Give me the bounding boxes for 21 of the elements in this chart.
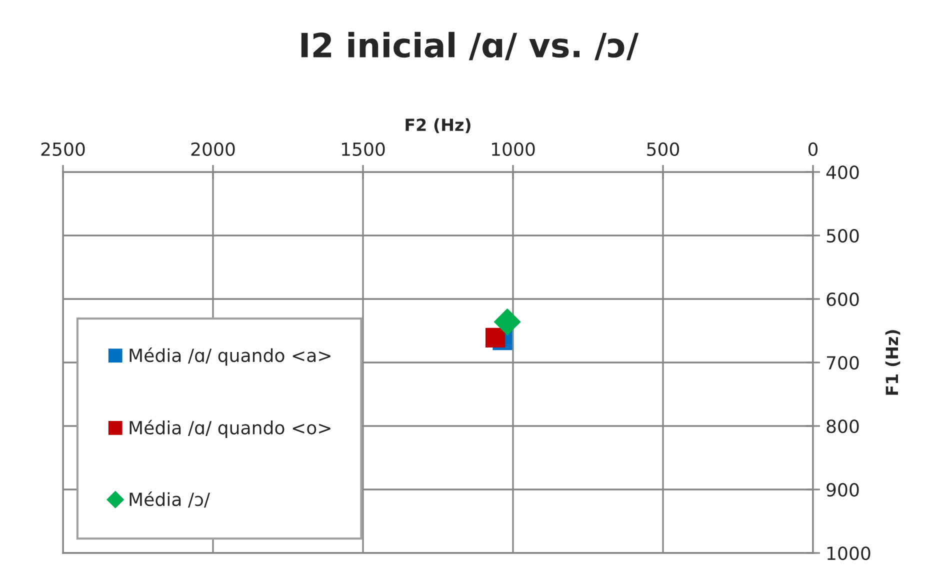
point [485, 328, 506, 348]
legend-label: Média /ɑ/ quando <o> [130, 420, 330, 438]
y-tick-label: 400 [826, 165, 859, 180]
x-tick-label: 2500 [41, 142, 85, 156]
x-tick-label: 1000 [492, 142, 535, 156]
x-tick-label: 0 [808, 142, 818, 156]
legend-label: Média /ɔ/ [130, 491, 210, 508]
y-tick-label: 1000 [827, 546, 870, 560]
y-tick-label: 900 [826, 482, 859, 497]
x-tick-label: 2000 [191, 142, 235, 156]
y-tick-label: 600 [826, 292, 859, 306]
y-tick-label: 800 [826, 419, 859, 434]
point [494, 308, 521, 336]
y-tick-label: 700 [826, 356, 859, 370]
y-axis-title: F1 (Hz) [885, 330, 900, 395]
legend-label: Média /ɑ/ quando <a> [130, 347, 330, 366]
chart-title: I2 inicial /ɑ/ vs. /ɔ/ [301, 32, 639, 60]
x-axis-title: F2 (Hz) [406, 118, 470, 134]
x-tick-label: 500 [647, 142, 680, 156]
x-tick-label: 1500 [342, 142, 385, 156]
y-tick-label: 500 [826, 228, 859, 243]
